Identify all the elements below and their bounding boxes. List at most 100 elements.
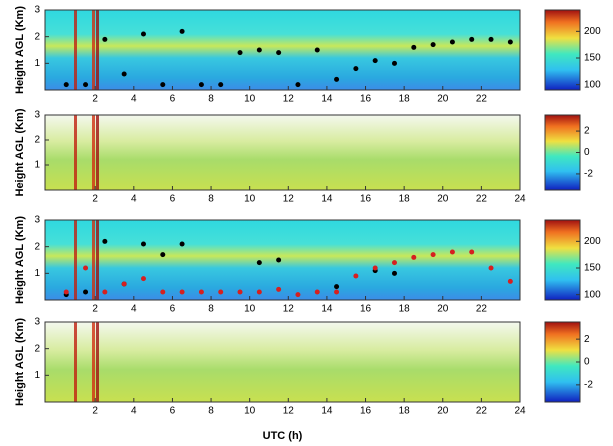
y-tick-label: 2 xyxy=(34,31,40,42)
heatmap-stripe xyxy=(74,220,77,300)
y-tick-label: 1 xyxy=(34,58,40,69)
x-tick-label: 14 xyxy=(321,304,333,315)
x-tick-label: 10 xyxy=(244,304,256,315)
data-point xyxy=(334,289,340,295)
x-tick-label: 24 xyxy=(514,406,526,417)
data-point xyxy=(353,66,359,72)
data-point xyxy=(102,36,108,42)
data-point xyxy=(256,260,262,266)
data-point xyxy=(198,82,204,88)
data-point xyxy=(179,241,185,247)
x-tick-label: 6 xyxy=(170,194,176,205)
data-point xyxy=(411,44,417,50)
data-point xyxy=(449,39,455,45)
colorbar-tick-label: 200 xyxy=(584,236,601,247)
data-point xyxy=(507,278,513,284)
x-tick-label: 8 xyxy=(208,94,214,105)
x-tick-label: 20 xyxy=(437,304,449,315)
colorbar xyxy=(544,9,581,91)
x-tick-label: 22 xyxy=(476,304,488,315)
data-point xyxy=(140,276,146,282)
x-tick-label: 18 xyxy=(399,406,411,417)
heatmap-stripe xyxy=(96,10,99,90)
data-point xyxy=(160,252,166,258)
heatmap xyxy=(45,322,520,402)
data-point xyxy=(295,82,301,88)
data-point xyxy=(334,284,340,290)
data-point xyxy=(276,257,282,263)
data-point xyxy=(121,71,127,77)
heatmap-stripe xyxy=(92,220,95,300)
data-point xyxy=(449,249,455,255)
x-tick-label: 2 xyxy=(92,194,98,205)
x-tick-label: 24 xyxy=(514,194,526,205)
data-point xyxy=(83,265,89,271)
data-point xyxy=(179,28,185,34)
colorbar xyxy=(544,321,581,403)
x-tick-label: 14 xyxy=(321,94,333,105)
heatmap-stripe xyxy=(74,10,77,90)
data-point xyxy=(469,36,475,42)
x-tick-label: 16 xyxy=(360,304,372,315)
x-tick-label: 2 xyxy=(92,94,98,105)
y-tick-label: 1 xyxy=(34,370,40,381)
data-point xyxy=(140,241,146,247)
data-point xyxy=(121,281,127,287)
data-point xyxy=(198,289,204,295)
x-tick-label: 22 xyxy=(476,406,488,417)
y-tick-label: 1 xyxy=(34,268,40,279)
y-tick-label: 3 xyxy=(34,215,40,226)
plot-frame xyxy=(44,321,521,403)
data-point xyxy=(372,265,378,271)
data-point xyxy=(391,260,397,266)
data-point xyxy=(276,50,282,56)
data-point xyxy=(179,289,185,295)
x-tick-label: 16 xyxy=(360,94,372,105)
x-tick-label: 12 xyxy=(283,194,295,205)
x-tick-label: 16 xyxy=(360,194,372,205)
x-tick-label: 6 xyxy=(170,94,176,105)
data-point xyxy=(391,60,397,66)
data-point xyxy=(469,249,475,255)
y-tick-label: 2 xyxy=(34,241,40,252)
x-tick-label: 14 xyxy=(321,406,333,417)
x-tick-label: 2 xyxy=(92,406,98,417)
colorbar-tick-label: 2 xyxy=(584,334,590,345)
colorbar xyxy=(544,114,581,191)
x-tick-label: 8 xyxy=(208,304,214,315)
heatmap-stripe xyxy=(74,115,77,190)
heatmap-stripe xyxy=(96,115,99,190)
data-point xyxy=(430,42,436,48)
x-tick-label: 22 xyxy=(476,94,488,105)
colorbar-tick-label: 2 xyxy=(584,126,590,137)
x-tick-label: 20 xyxy=(437,94,449,105)
data-point xyxy=(160,289,166,295)
data-point xyxy=(237,289,243,295)
x-tick-label: 6 xyxy=(170,406,176,417)
x-tick-label: 8 xyxy=(208,194,214,205)
heatmap-stripe xyxy=(92,322,95,402)
heatmap xyxy=(45,115,520,190)
y-tick-label: 3 xyxy=(34,5,40,16)
colorbar-tick-label: 0 xyxy=(584,147,590,158)
data-point xyxy=(218,289,224,295)
y-tick-label: 2 xyxy=(34,343,40,354)
colorbar-tick-label: 200 xyxy=(584,26,601,37)
x-tick-label: 4 xyxy=(131,406,137,417)
data-point xyxy=(334,76,340,82)
x-tick-label: 20 xyxy=(437,194,449,205)
y-tick-label: 1 xyxy=(34,160,40,171)
data-point xyxy=(353,273,359,279)
data-point xyxy=(218,82,224,88)
heatmap-stripe xyxy=(92,10,95,90)
data-point xyxy=(160,82,166,88)
x-axis-label: UTC (h) xyxy=(263,430,303,442)
data-point xyxy=(488,265,494,271)
y-axis-label: Height AGL (Km) xyxy=(14,6,26,94)
data-point xyxy=(411,254,417,260)
x-tick-label: 18 xyxy=(399,194,411,205)
data-point xyxy=(430,252,436,258)
colorbar-tick-label: -2 xyxy=(584,379,593,390)
